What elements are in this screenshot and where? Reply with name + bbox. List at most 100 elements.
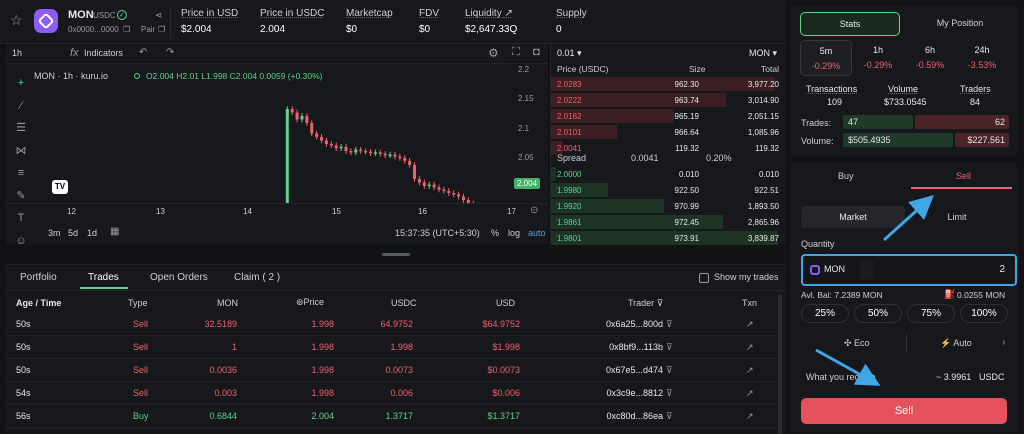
pct-100-button[interactable]: 100% [960,304,1008,323]
tab-claim[interactable]: Claim ( 2 ) [234,272,281,283]
show-my-trades-checkbox[interactable] [699,273,709,283]
calendar-icon[interactable]: ▦ [110,226,120,237]
external-link-icon[interactable]: ↗ [746,319,754,329]
price-chart[interactable]: 1h fx Indicators ↶ ↷ ⚙ ⛶ ◘ + ⁄ ☰ ⋈ ≡ ✎ T… [6,44,548,247]
range-5d[interactable]: 5d [68,228,79,238]
log-toggle[interactable]: log [508,228,521,238]
candlestick-plot[interactable] [36,64,516,204]
bid-row[interactable]: 2.0000 0.010 0.010 [551,166,787,182]
filter-icon[interactable]: ⊽ [666,342,673,352]
col-trader[interactable]: Trader ⊽ [628,298,664,308]
ask-t: 3,014.90 [747,96,779,105]
pattern-icon[interactable]: ⋈ [15,144,27,157]
crosshair-icon[interactable]: + [17,77,25,89]
quantity-value[interactable]: 2 [999,264,1005,275]
camera-icon[interactable]: ◘ [533,46,540,58]
ask-row[interactable]: 2.0101 966.64 1,085.96 [551,124,787,140]
tab-buy[interactable]: Buy [838,171,854,181]
tab-sell[interactable]: Sell [956,171,972,181]
external-link-icon[interactable]: ↗ [746,411,754,421]
bid-row[interactable]: 1.9920 970.99 1,893.50 [551,198,787,214]
emoji-icon[interactable]: ☺ [15,234,27,247]
table-row[interactable]: 56s Buy 0.6844 2.004 1.3717 $1.3717 0xc80d...8… [6,405,776,428]
pct-50-button[interactable]: 50% [854,304,902,323]
table-row[interactable]: 50s Sell 1 1.998 1.998 $1.998 0x8bf9...113b ⊽ ↗ [6,336,776,359]
settings-icon[interactable]: ⚙ [488,46,499,60]
fib-icon[interactable]: ≡ [17,167,25,179]
period-24h[interactable]: 24h -3.53% [967,45,997,70]
pct-25-button[interactable]: 25% [801,304,849,323]
range-1d[interactable]: 1d [87,228,98,238]
ask-row[interactable]: 2.0283 962.30 3,977.20 [551,76,787,92]
candle [334,145,338,149]
period-1h[interactable]: 1h -0.29% [863,45,893,70]
col-price[interactable]: ⊛Price [296,297,325,307]
bid-row[interactable]: 1.9861 972.45 2,865.96 [551,214,787,230]
interval-selector[interactable]: 1h [12,48,23,58]
goto-date-icon[interactable]: ⊙ [530,205,539,216]
redo-icon[interactable]: ↷ [166,47,175,58]
token-address: 0x0000...0000 [68,25,119,34]
eco-mode-button[interactable]: ✣ Eco [844,338,870,348]
scrollbar[interactable] [778,295,782,434]
depth-bar [551,183,608,197]
table-row[interactable]: 50s Sell 0.0036 1.998 0.0073 $0.0073 0x67e5...… [6,359,776,382]
external-link-icon[interactable]: ↗ [746,388,754,398]
cell-age: 50s [16,365,31,375]
verified-icon: ✓ [117,10,127,20]
dollar-circle-icon: ⊛ [296,297,304,307]
auto-toggle[interactable]: auto [528,228,546,238]
bid-row[interactable]: 1.9980 922.50 922.51 [551,182,787,198]
auto-mode-button[interactable]: ⚡ Auto [940,338,972,348]
period-5m[interactable]: 5m -0.29% [800,40,852,76]
sell-submit-button[interactable]: Sell [801,398,1007,424]
ask-row[interactable]: 2.0162 965.19 2,051.15 [551,108,787,124]
order-type-limit[interactable]: Limit [947,212,967,222]
trendline-icon[interactable]: ⁄ [20,99,22,112]
tab-portfolio[interactable]: Portfolio [20,272,57,283]
precision-selector[interactable]: 0.01 ▾ [557,48,582,58]
ask-row[interactable]: 2.0222 963.74 3,014.90 [551,92,787,108]
lines-icon[interactable]: ☰ [16,122,26,134]
table-row[interactable]: 50s Sell 32.5189 1.998 64.9752 $64.9752 0x6a25… [6,313,776,336]
external-link-icon[interactable]: ↗ [746,365,754,375]
fullscreen-icon[interactable]: ⛶ [512,46,520,58]
filter-icon[interactable]: ⊽ [666,365,673,375]
undo-icon[interactable]: ↶ [139,47,148,58]
tab-trades[interactable]: Trades [88,272,119,283]
share-icon[interactable]: ⋖ [155,10,163,20]
resize-handle[interactable] [382,253,410,256]
external-link-icon[interactable]: ↗ [746,342,754,352]
price-tick: 2.05 [518,153,534,162]
brush-icon[interactable]: ✎ [16,189,26,202]
candle [437,187,441,190]
text-icon[interactable]: T [17,212,25,224]
stat-liquidity[interactable]: Liquidity ↗ $2,647.33Q [465,8,518,35]
percent-toggle[interactable]: % [491,228,500,238]
bid-p: 1.9920 [557,202,582,211]
candle [320,137,324,141]
pair-copy-icon[interactable]: ❐ [158,25,166,34]
filter-icon[interactable]: ⊽ [666,388,673,398]
bid-row[interactable]: 1.9801 973.91 3,839.87 [551,230,787,246]
tab-open-orders[interactable]: Open Orders [150,272,208,283]
chevron-right-icon[interactable]: › [1002,337,1006,348]
filter-icon[interactable]: ⊽ [666,319,673,329]
star-icon[interactable]: ☆ [10,12,23,28]
indicators-button[interactable]: Indicators [84,48,124,58]
table-row[interactable]: 54s Sell 0.003 1.998 0.006 $0.006 0x3c9e...881… [6,382,776,405]
token-selector[interactable]: MON ▾ [749,48,778,58]
cell-trader: 0x3c9e...8812 [606,388,663,398]
ask-p: 2.0101 [557,128,582,137]
tab-stats[interactable]: Stats [800,12,900,36]
ask-row[interactable]: 2.0041 119.32 119.32 [551,140,787,156]
copy-icon[interactable]: ❐ [123,25,131,34]
pct-75-button[interactable]: 75% [907,304,955,323]
filter-icon[interactable]: ⊽ [666,411,673,421]
tab-my-position[interactable]: My Position [936,18,984,28]
quantity-input[interactable]: MON 2 [801,254,1017,286]
indicators-icon[interactable]: fx [70,47,79,59]
order-type-market[interactable]: Market [801,206,905,228]
range-3m[interactable]: 3m [48,228,61,238]
period-6h[interactable]: 6h -0.59% [915,45,945,70]
